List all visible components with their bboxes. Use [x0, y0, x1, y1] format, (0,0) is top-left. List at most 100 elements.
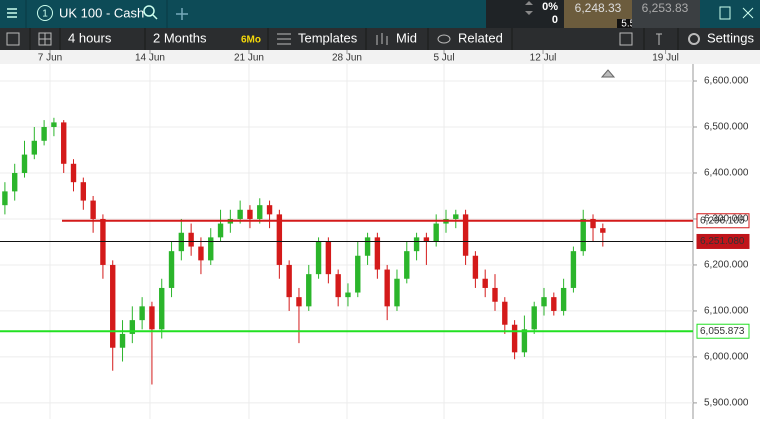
- candle-body: [12, 172, 18, 192]
- levels: 6,296.105 6,251.080 6,055.873: [0, 213, 750, 339]
- arrows: [525, 1, 533, 15]
- mid-icon: [376, 33, 388, 45]
- candle-body: [394, 278, 400, 307]
- candle-body: [306, 274, 312, 307]
- candle-body: [374, 237, 381, 270]
- candle-body: [237, 209, 243, 219]
- candle-body: [276, 214, 283, 265]
- candle-body: [413, 237, 420, 252]
- y-tick-label: 6,600.000: [704, 76, 749, 87]
- candle-body: [51, 122, 57, 127]
- candle-body: [384, 269, 390, 307]
- candle-body: [531, 306, 537, 330]
- candle-body: [453, 214, 459, 219]
- price-type[interactable]: Mid: [396, 30, 417, 45]
- add-tab[interactable]: [176, 8, 188, 20]
- candle-body: [315, 241, 322, 275]
- change-pct: 0%: [542, 1, 558, 13]
- candle-body: [335, 274, 341, 298]
- candle-body: [217, 223, 224, 238]
- y-tick-label: 6,300.000: [704, 214, 749, 225]
- window-icons[interactable]: [719, 6, 754, 20]
- candle-body: [80, 182, 87, 201]
- level-label: 6,055.873: [700, 326, 745, 337]
- candle-body: [521, 329, 528, 353]
- candle-body: [570, 251, 577, 288]
- candle-body: [2, 191, 8, 206]
- templates-icon: [277, 33, 291, 45]
- settings[interactable]: Settings: [707, 30, 754, 45]
- candle-body: [580, 218, 586, 252]
- candle-body: [404, 251, 410, 279]
- candle-body: [70, 163, 77, 183]
- related[interactable]: Related: [458, 30, 503, 45]
- y-tick-label: 6,400.000: [704, 168, 749, 179]
- candle-body: [159, 287, 165, 330]
- buy-price: 6,253.83: [642, 1, 689, 15]
- candle-body: [433, 223, 439, 242]
- level-tag: [696, 213, 750, 229]
- instrument[interactable]: UK 100 - Cash: [59, 5, 144, 20]
- x-tick-label: 21 Jun: [234, 53, 264, 64]
- candle-body: [61, 122, 67, 164]
- candle-body: [188, 232, 194, 247]
- candle-body: [482, 278, 488, 288]
- menu-icon[interactable]: [7, 8, 17, 18]
- range[interactable]: 2 Months: [153, 30, 207, 45]
- toolbar: [0, 28, 760, 50]
- candle-body: [551, 297, 557, 311]
- candle-body: [168, 251, 175, 288]
- interval[interactable]: 4 hours: [68, 30, 112, 45]
- candle-body: [511, 324, 518, 353]
- range-badge[interactable]: 6Mo: [241, 35, 261, 46]
- candle-body: [325, 241, 332, 275]
- level-tag: [696, 323, 750, 339]
- candles: [2, 117, 606, 385]
- candle-body: [90, 200, 96, 219]
- candle-body: [355, 255, 361, 293]
- candle-body: [139, 306, 145, 321]
- level-label: 6,296.105: [700, 215, 745, 226]
- y-tick-label: 6,100.000: [704, 306, 749, 317]
- buy-box[interactable]: [632, 0, 700, 28]
- candle-body: [41, 126, 47, 141]
- badge: 1: [42, 9, 48, 20]
- x-tick-label: 5 Jul: [433, 53, 454, 64]
- candle-body: [472, 255, 479, 279]
- candle-body: [129, 320, 136, 334]
- candle-body: [198, 246, 204, 261]
- candle-body: [208, 237, 214, 261]
- candle-body: [345, 292, 351, 298]
- level-tag: [696, 233, 750, 249]
- scroll-marker[interactable]: [600, 69, 616, 78]
- y-tick-label: 6,200.000: [704, 260, 749, 271]
- search-icon[interactable]: [143, 5, 158, 20]
- settings-icon: [688, 33, 700, 45]
- candle-body: [21, 154, 28, 173]
- y-tick-label: 6,000.000: [704, 352, 749, 363]
- templates[interactable]: Templates: [298, 30, 358, 45]
- x-tick-label: 14 Jun: [135, 53, 165, 64]
- x-tick-label: 19 Jul: [652, 53, 679, 64]
- level-label: 6,251.080: [700, 236, 745, 247]
- candle-body: [286, 264, 292, 298]
- spread: 5.50: [621, 19, 641, 30]
- candle-body: [296, 297, 302, 307]
- toolbar-icons: [6, 32, 52, 46]
- spread-box: [617, 19, 645, 30]
- candle-body: [502, 301, 508, 325]
- candle-body: [247, 209, 253, 219]
- x-tick-label: 7 Jun: [38, 53, 62, 64]
- side-icons[interactable]: [619, 32, 662, 46]
- related-icon: [437, 34, 451, 44]
- change-box: [486, 0, 564, 28]
- candle-body: [492, 287, 498, 302]
- candle-body: [266, 205, 273, 215]
- candle-body: [119, 333, 126, 348]
- candle-body: [149, 306, 155, 330]
- y-tick-label: 6,500.000: [704, 122, 749, 133]
- candle-body: [600, 228, 606, 233]
- candle-body: [462, 214, 469, 256]
- candle-body: [31, 140, 38, 155]
